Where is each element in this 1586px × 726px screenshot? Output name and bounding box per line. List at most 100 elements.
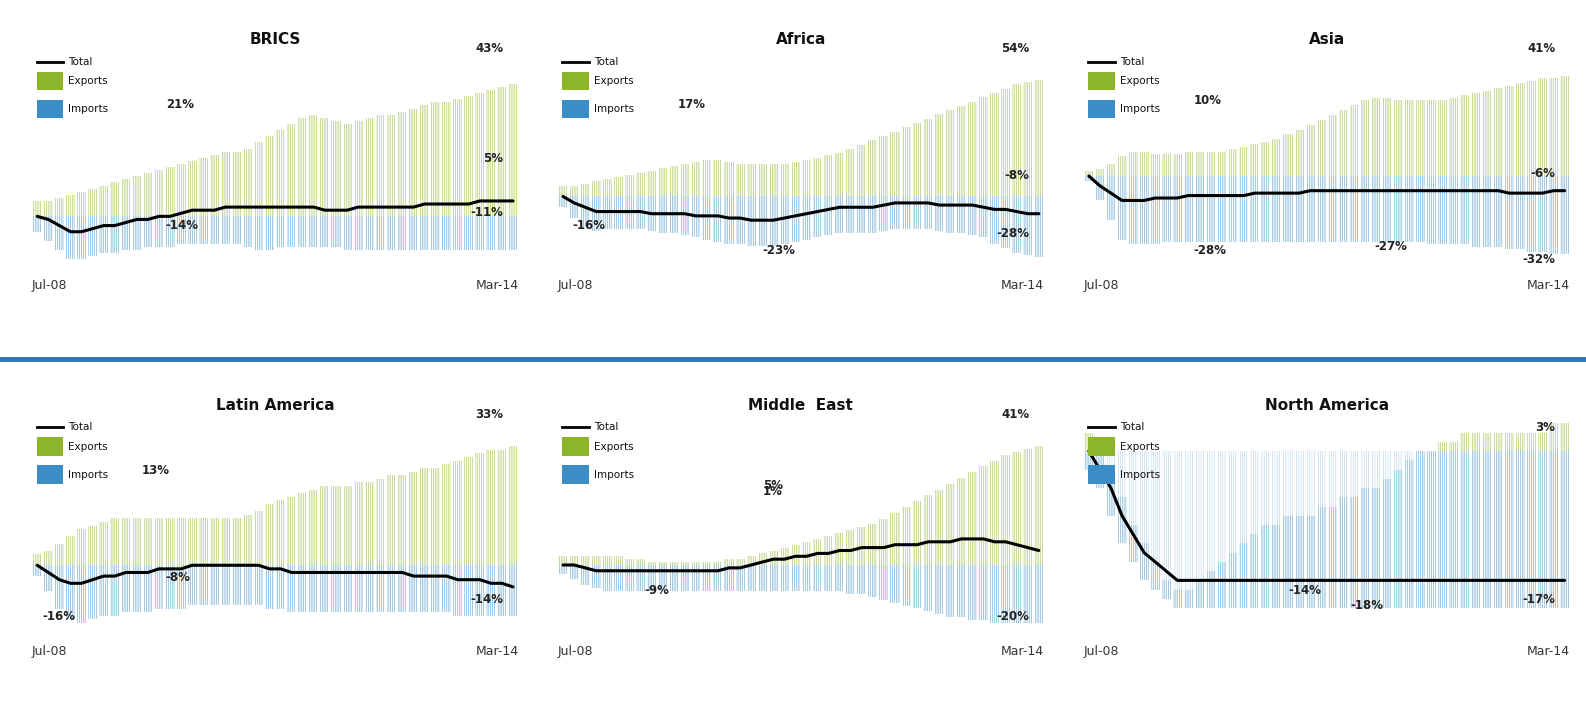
Text: -16%: -16%	[41, 610, 75, 623]
Bar	[603, 197, 612, 229]
Bar	[945, 565, 955, 617]
Bar	[287, 216, 297, 247]
Bar	[592, 197, 601, 231]
Bar	[934, 489, 944, 565]
Bar	[1001, 89, 1010, 197]
Text: Exports: Exports	[595, 76, 634, 86]
Bar	[1239, 176, 1248, 242]
Bar	[1561, 176, 1569, 254]
Bar	[703, 160, 712, 197]
Bar	[143, 174, 152, 216]
Bar	[680, 164, 690, 197]
Text: -6%: -6%	[1530, 167, 1556, 180]
Bar	[1140, 451, 1148, 544]
Bar	[890, 131, 899, 197]
Bar	[165, 167, 174, 216]
Bar	[603, 179, 612, 197]
Bar	[879, 518, 888, 565]
Bar	[1261, 451, 1270, 608]
Bar	[1294, 451, 1304, 608]
Bar	[220, 566, 230, 605]
Bar	[309, 216, 319, 247]
Bar	[658, 565, 668, 591]
Text: Mar-14: Mar-14	[1527, 279, 1570, 292]
Bar	[1129, 152, 1137, 176]
Text: -9%: -9%	[644, 584, 669, 597]
Bar	[1194, 176, 1204, 242]
Bar	[858, 144, 866, 197]
Bar	[890, 565, 899, 603]
Bar	[1483, 91, 1492, 176]
Bar	[198, 158, 208, 216]
Bar	[1561, 423, 1569, 451]
Bar	[1012, 565, 1021, 623]
Bar	[331, 121, 341, 216]
Bar	[265, 504, 274, 566]
Bar	[1012, 452, 1021, 565]
Bar	[498, 87, 506, 216]
Bar	[769, 164, 777, 197]
Bar	[442, 102, 450, 216]
Bar	[287, 124, 297, 216]
Bar	[647, 562, 657, 565]
Bar	[298, 216, 308, 247]
Text: Imports: Imports	[68, 470, 108, 480]
Bar	[1339, 451, 1348, 497]
Bar	[1427, 451, 1437, 608]
Bar	[1216, 451, 1226, 562]
Bar	[454, 461, 462, 566]
Bar	[36, 438, 63, 456]
Bar	[1439, 442, 1448, 451]
Bar	[901, 128, 910, 197]
Bar	[1294, 451, 1304, 515]
Bar	[1327, 115, 1337, 176]
Bar	[890, 197, 899, 229]
Bar	[1034, 80, 1044, 197]
Bar	[387, 566, 396, 612]
Bar	[1096, 168, 1104, 176]
Bar	[331, 216, 341, 247]
Bar	[1527, 451, 1535, 608]
Bar	[769, 550, 777, 565]
Bar	[320, 486, 330, 566]
Bar	[625, 175, 634, 197]
Bar	[36, 72, 63, 90]
Bar	[1001, 455, 1010, 565]
Bar	[1205, 152, 1215, 176]
Bar	[220, 216, 230, 244]
Bar	[592, 556, 601, 565]
Bar	[912, 501, 921, 565]
Bar	[1172, 451, 1182, 590]
Bar	[176, 164, 186, 216]
Bar	[1372, 451, 1381, 608]
Bar	[33, 566, 41, 576]
Bar	[1172, 176, 1182, 242]
Bar	[454, 566, 462, 616]
Bar	[187, 518, 197, 566]
Bar	[398, 216, 408, 250]
Bar	[636, 173, 646, 197]
Bar	[769, 550, 777, 565]
Bar	[725, 565, 734, 591]
Bar	[409, 566, 419, 612]
Text: Exports: Exports	[68, 441, 108, 452]
Bar	[847, 565, 855, 594]
Bar	[1494, 176, 1504, 247]
Bar	[109, 216, 119, 253]
Bar	[33, 201, 41, 216]
Bar	[825, 536, 833, 565]
Bar	[1450, 451, 1459, 608]
Bar	[1228, 149, 1237, 176]
Bar	[836, 565, 844, 591]
Bar	[603, 565, 612, 591]
Bar	[803, 197, 810, 240]
Bar	[1527, 81, 1535, 176]
Bar	[487, 216, 495, 250]
Bar	[923, 565, 933, 611]
Bar	[276, 130, 285, 216]
Bar	[691, 562, 701, 565]
Bar	[209, 155, 219, 216]
Bar	[67, 537, 75, 566]
Bar	[680, 562, 690, 565]
Bar	[879, 565, 888, 600]
